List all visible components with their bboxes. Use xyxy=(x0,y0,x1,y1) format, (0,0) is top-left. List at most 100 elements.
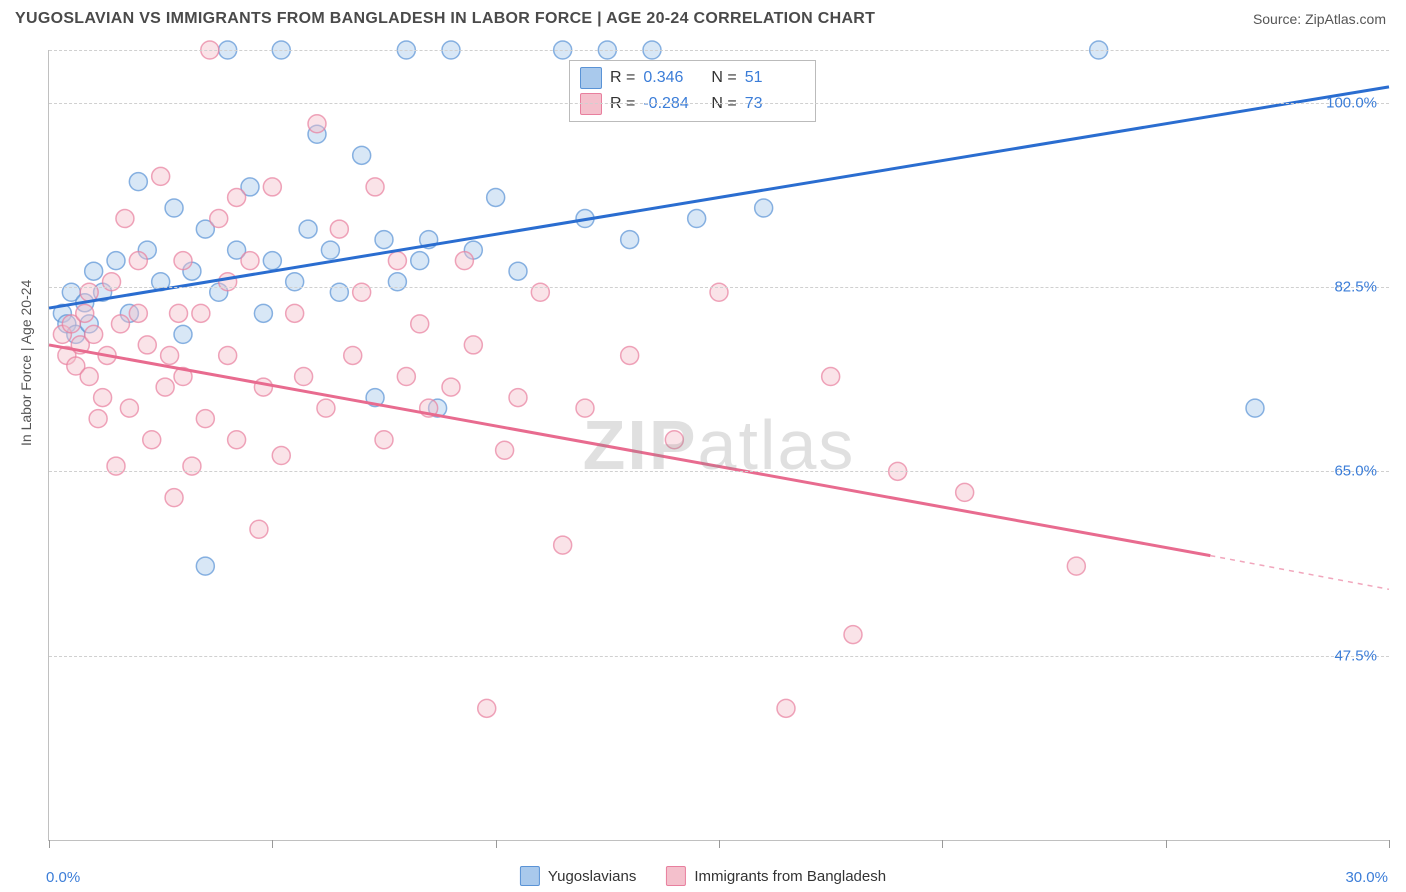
data-point xyxy=(111,315,129,333)
gridline xyxy=(49,471,1389,472)
data-point xyxy=(94,389,112,407)
x-tick xyxy=(496,840,497,848)
data-point xyxy=(308,115,326,133)
data-point xyxy=(330,220,348,238)
data-point xyxy=(183,457,201,475)
legend-label: Yugoslavians xyxy=(548,868,636,885)
data-point xyxy=(1067,557,1085,575)
data-point xyxy=(509,389,527,407)
data-point xyxy=(844,626,862,644)
data-point xyxy=(116,210,134,228)
stat-n-label: N = xyxy=(711,69,736,87)
data-point xyxy=(161,346,179,364)
legend-swatch xyxy=(580,67,602,89)
stat-r-value: 0.346 xyxy=(643,69,703,87)
y-tick-label: 65.0% xyxy=(1334,463,1377,480)
data-point xyxy=(321,241,339,259)
data-point xyxy=(170,304,188,322)
data-point xyxy=(250,520,268,538)
data-point xyxy=(621,231,639,249)
x-tick xyxy=(1389,840,1390,848)
y-axis-label: In Labor Force | Age 20-24 xyxy=(18,280,34,446)
data-point xyxy=(375,431,393,449)
data-point xyxy=(621,346,639,364)
y-tick-label: 47.5% xyxy=(1334,647,1377,664)
source-label: Source: ZipAtlas.com xyxy=(1253,11,1386,27)
header: YUGOSLAVIAN VS IMMIGRANTS FROM BANGLADES… xyxy=(0,0,1406,36)
data-point xyxy=(455,252,473,270)
stat-n-value: 51 xyxy=(745,69,805,87)
data-point xyxy=(442,378,460,396)
gridline xyxy=(49,656,1389,657)
stat-n-label: N = xyxy=(711,95,736,113)
stat-n-value: 73 xyxy=(745,95,805,113)
stat-r-label: R = xyxy=(610,69,635,87)
data-point xyxy=(299,220,317,238)
data-point xyxy=(665,431,683,449)
data-point xyxy=(710,283,728,301)
data-point xyxy=(129,252,147,270)
data-point xyxy=(478,699,496,717)
data-point xyxy=(344,346,362,364)
data-point xyxy=(107,457,125,475)
data-point xyxy=(120,399,138,417)
x-tick xyxy=(942,840,943,848)
data-point xyxy=(156,378,174,396)
data-point xyxy=(241,252,259,270)
x-tick xyxy=(49,840,50,848)
data-point xyxy=(272,447,290,465)
stats-row: R = 0.346 N = 51 xyxy=(580,65,805,91)
legend-item: Yugoslavians xyxy=(520,866,636,886)
data-point xyxy=(210,210,228,228)
data-point xyxy=(76,304,94,322)
x-tick xyxy=(1166,840,1167,848)
chart-container: YUGOSLAVIAN VS IMMIGRANTS FROM BANGLADES… xyxy=(0,0,1406,892)
data-point xyxy=(228,431,246,449)
data-point xyxy=(107,252,125,270)
data-point xyxy=(397,368,415,386)
data-point xyxy=(388,273,406,291)
data-point xyxy=(411,252,429,270)
data-point xyxy=(777,699,795,717)
data-point xyxy=(286,304,304,322)
data-point xyxy=(411,315,429,333)
data-point xyxy=(286,273,304,291)
data-point xyxy=(254,304,272,322)
data-point xyxy=(554,536,572,554)
data-point xyxy=(353,283,371,301)
legend-item: Immigrants from Bangladesh xyxy=(666,866,886,886)
stat-r-label: R = xyxy=(610,95,635,113)
data-point xyxy=(80,368,98,386)
data-point xyxy=(219,346,237,364)
data-point xyxy=(228,188,246,206)
data-point xyxy=(509,262,527,280)
stats-row: R = -0.284 N = 73 xyxy=(580,91,805,117)
legend-swatch xyxy=(520,866,540,886)
data-point xyxy=(295,368,313,386)
data-point xyxy=(317,399,335,417)
data-point xyxy=(464,336,482,354)
x-tick-label-max: 30.0% xyxy=(1345,869,1388,886)
data-point xyxy=(129,173,147,191)
data-point xyxy=(165,489,183,507)
data-point xyxy=(375,231,393,249)
data-point xyxy=(89,410,107,428)
gridline xyxy=(49,287,1389,288)
data-point xyxy=(263,178,281,196)
stat-r-value: -0.284 xyxy=(643,95,703,113)
data-point xyxy=(688,210,706,228)
data-point xyxy=(254,378,272,396)
data-point xyxy=(487,188,505,206)
data-point xyxy=(330,283,348,301)
gridline xyxy=(49,50,1389,51)
plot-area: ZIPatlas R =0.346N =51R =-0.284N =73 47.… xyxy=(48,50,1389,841)
data-point xyxy=(366,178,384,196)
trend-line xyxy=(49,345,1210,556)
data-point xyxy=(353,146,371,164)
data-point xyxy=(1246,399,1264,417)
x-tick-label-min: 0.0% xyxy=(46,869,80,886)
trend-line-dash xyxy=(1210,556,1389,590)
data-point xyxy=(531,283,549,301)
data-point xyxy=(103,273,121,291)
data-point xyxy=(85,325,103,343)
